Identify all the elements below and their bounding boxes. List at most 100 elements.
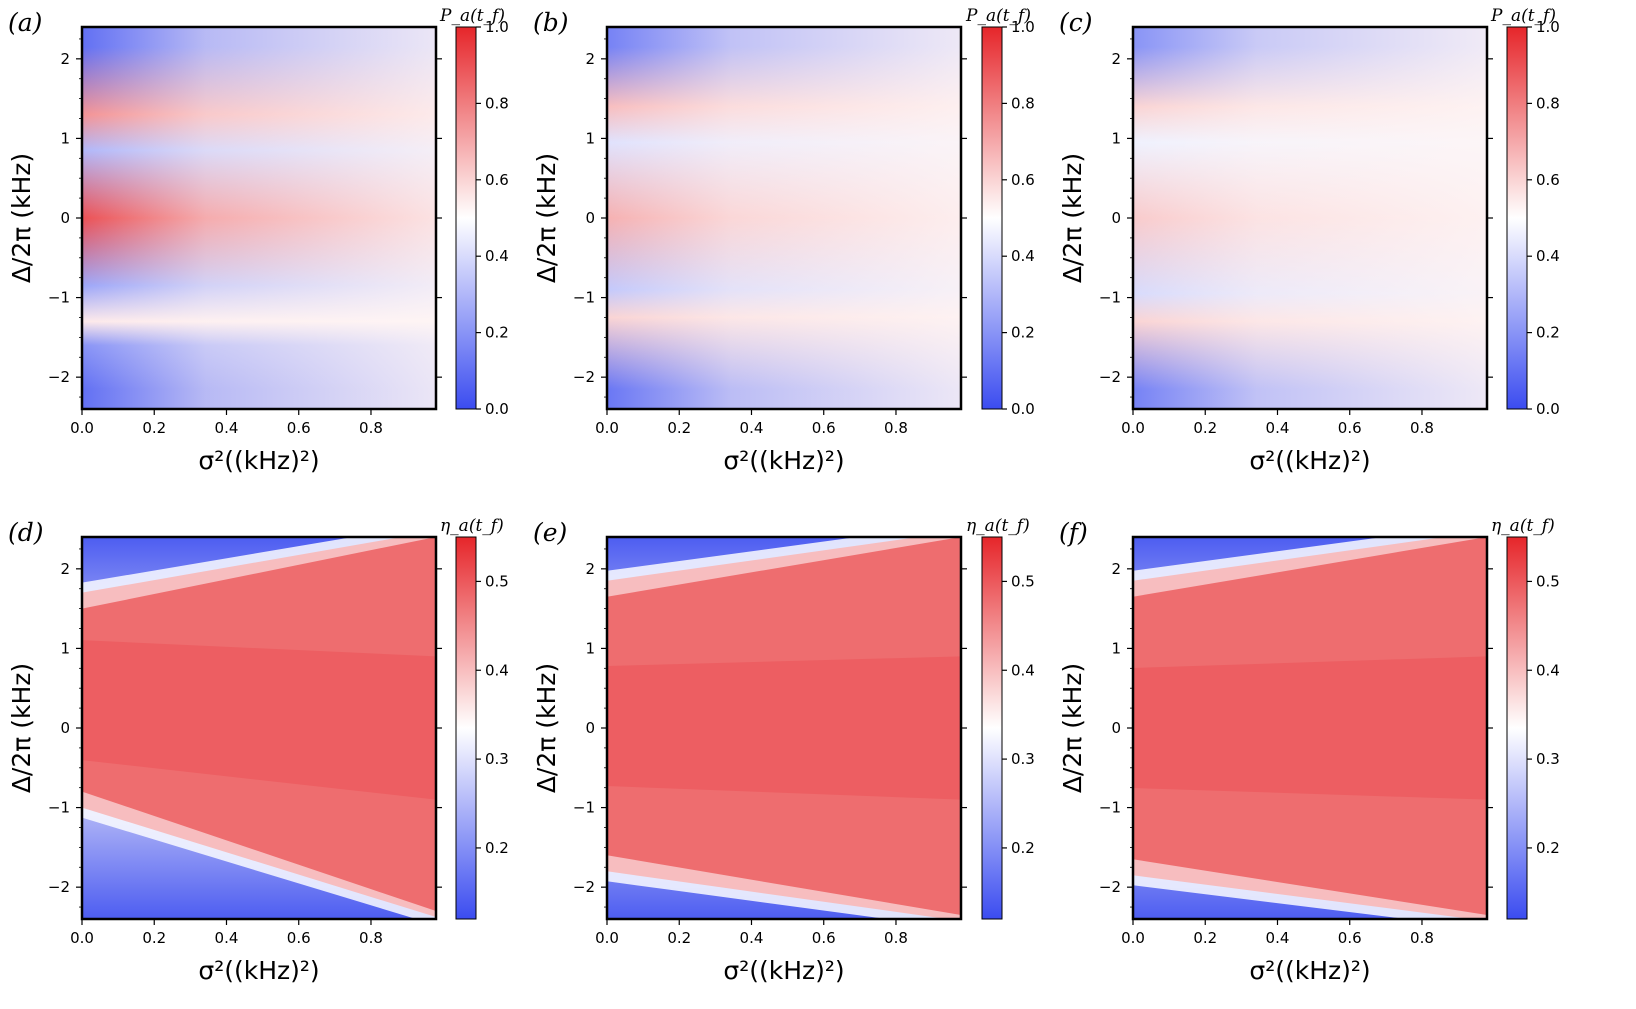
y-tick-label: 0 (60, 719, 70, 737)
x-axis-label: σ²((kHz)²) (1249, 956, 1370, 985)
y-axis-label: Δ/2π (kHz) (7, 153, 36, 283)
x-axis-label: σ²((kHz)²) (723, 956, 844, 985)
y-tick-label: −2 (48, 878, 70, 896)
x-tick-label: 0.6 (287, 419, 311, 437)
heatmap-area (1133, 27, 1487, 409)
x-axis-label: σ²((kHz)²) (198, 446, 319, 475)
efficiency-core (82, 640, 436, 800)
y-tick-label: 2 (585, 50, 595, 68)
y-tick-label: −2 (1099, 368, 1121, 386)
x-tick-label: 0.6 (1338, 419, 1362, 437)
y-tick-label: −1 (48, 289, 70, 307)
x-tick-label: 0.4 (740, 929, 764, 947)
colorbar-tick-label: 0.4 (1011, 661, 1035, 679)
y-tick-label: −2 (573, 368, 595, 386)
y-axis-label: Δ/2π (kHz) (1058, 663, 1087, 793)
colorbar-tick-label: 0.5 (1536, 572, 1560, 590)
y-tick-label: −2 (1099, 878, 1121, 896)
x-tick-label: 0.8 (359, 929, 383, 947)
y-tick-label: 0 (585, 719, 595, 737)
y-tick-label: 2 (1111, 560, 1121, 578)
colorbar-tick-label: 0.4 (1011, 247, 1035, 265)
heatmap-area (82, 537, 436, 919)
y-tick-label: 1 (585, 639, 595, 657)
y-tick-label: −1 (1099, 799, 1121, 817)
colorbar (1506, 536, 1528, 920)
panel-f: 0.0 0.2 0.4 0.6 0.8 −2 −1 0 1 2 σ²((kHz)²) Δ/2π (kH… (1058, 516, 1560, 985)
colorbar (981, 26, 1003, 410)
colorbar-tick-label: 0.0 (1536, 400, 1560, 418)
panel-label: (c) (1059, 8, 1093, 37)
panel-label: (e) (533, 518, 567, 547)
y-tick-label: 0 (585, 209, 595, 227)
colorbar-tick-label: 0.8 (485, 94, 509, 112)
colorbar-tick-label: 0.5 (485, 572, 509, 590)
y-tick-label: 0 (1111, 209, 1121, 227)
dephasing-fade (1133, 27, 1487, 409)
colorbar-label: P_a(t_f) (1490, 6, 1556, 26)
x-tick-label: 0.2 (667, 419, 691, 437)
y-axis-label: Δ/2π (kHz) (7, 663, 36, 793)
y-tick-label: 2 (585, 560, 595, 578)
panel-label: (a) (8, 8, 42, 37)
x-tick-label: 0.8 (1410, 419, 1434, 437)
x-tick-label: 0.8 (1410, 929, 1434, 947)
colorbar-tick-label: 0.2 (485, 839, 509, 857)
efficiency-core (607, 656, 961, 800)
heatmap-area (607, 27, 961, 409)
x-tick-label: 0.2 (667, 929, 691, 947)
x-tick-label: 0.2 (142, 929, 166, 947)
x-tick-label: 0.4 (1266, 419, 1290, 437)
y-tick-label: 1 (60, 129, 70, 147)
y-tick-label: −2 (48, 368, 70, 386)
x-tick-label: 0.4 (215, 419, 239, 437)
y-tick-label: 1 (60, 639, 70, 657)
colorbar-tick-label: 0.2 (1536, 839, 1560, 857)
y-tick-label: 1 (585, 129, 595, 147)
colorbar-label: η_a(t_f) (440, 516, 504, 536)
y-tick-label: 2 (60, 560, 70, 578)
x-axis-label: σ²((kHz)²) (1249, 446, 1370, 475)
y-tick-label: −1 (1099, 289, 1121, 307)
x-tick-label: 0.0 (1121, 929, 1145, 947)
x-tick-label: 0.0 (70, 929, 94, 947)
panel-c: 0.0 0.2 0.4 0.6 0.8 −2 −1 0 1 2 σ²((kHz)²) Δ/2π (kH… (1058, 6, 1560, 475)
heatmap-area (607, 537, 961, 919)
colorbar-tick-label: 1.0 (485, 18, 509, 36)
colorbar-tick-label: 0.0 (485, 400, 509, 418)
x-tick-label: 0.0 (1121, 419, 1145, 437)
y-tick-label: −1 (573, 289, 595, 307)
panel-label: (d) (8, 518, 44, 547)
x-tick-label: 0.8 (884, 929, 908, 947)
colorbar-label: η_a(t_f) (966, 516, 1030, 536)
colorbar-tick-label: 0.3 (1536, 750, 1560, 768)
colorbar-label: η_a(t_f) (1491, 516, 1555, 536)
colorbar-tick-label: 0.3 (1011, 750, 1035, 768)
y-tick-label: 2 (60, 50, 70, 68)
colorbar-tick-label: 0.2 (485, 324, 509, 342)
x-tick-label: 0.0 (70, 419, 94, 437)
colorbar-tick-label: 0.3 (485, 750, 509, 768)
x-tick-label: 0.6 (287, 929, 311, 947)
y-tick-label: 0 (1111, 719, 1121, 737)
y-tick-label: −1 (48, 799, 70, 817)
y-axis-label: Δ/2π (kHz) (532, 663, 561, 793)
x-tick-label: 0.6 (812, 419, 836, 437)
colorbar-tick-label: 0.2 (1011, 324, 1035, 342)
y-tick-label: 2 (1111, 50, 1121, 68)
x-tick-label: 0.8 (359, 419, 383, 437)
x-tick-label: 0.2 (1193, 419, 1217, 437)
colorbar (981, 536, 1003, 920)
y-tick-label: 1 (1111, 129, 1121, 147)
colorbar-tick-label: 0.6 (485, 171, 509, 189)
colorbar-tick-label: 0.4 (1536, 247, 1560, 265)
x-tick-label: 0.2 (1193, 929, 1217, 947)
x-tick-label: 0.6 (812, 929, 836, 947)
colorbar (455, 536, 477, 920)
panel-a: 0.0 0.2 0.4 0.6 0.8 −2 −1 0 1 2 σ²((kHz)²) Δ/2π (kH… (7, 6, 509, 475)
panel-label: (f) (1059, 518, 1088, 547)
colorbar-tick-label: 0.8 (1536, 94, 1560, 112)
x-axis-label: σ²((kHz)²) (198, 956, 319, 985)
panel-d: 0.0 0.2 0.4 0.6 0.8 −2 −1 0 1 2 σ²((kHz)²) Δ/2π (kH… (7, 516, 509, 985)
x-tick-label: 0.4 (215, 929, 239, 947)
